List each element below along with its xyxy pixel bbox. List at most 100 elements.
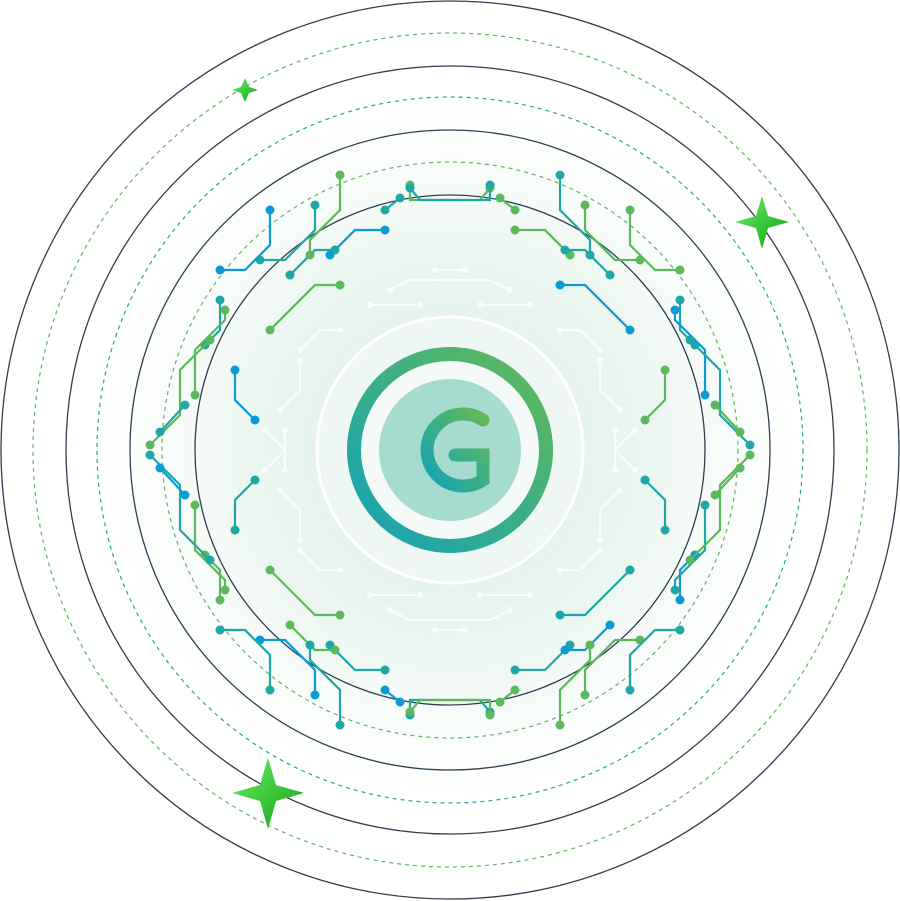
circuit-node	[180, 400, 190, 410]
circuit-node	[555, 720, 565, 730]
circuit-trace	[558, 175, 592, 255]
faint-trace	[279, 360, 301, 411]
faint-node	[277, 407, 283, 413]
faint-node	[597, 347, 603, 353]
circuit-trace	[560, 283, 631, 331]
circuit-traces	[145, 170, 755, 730]
coin-inner-disc	[379, 379, 521, 521]
circuit-node	[155, 463, 165, 473]
faint-node	[262, 467, 268, 473]
faint-node	[297, 347, 303, 353]
circuit-trace	[233, 370, 256, 421]
circuit-node	[510, 685, 520, 695]
circuit-trace	[220, 628, 272, 690]
circuit-trace	[673, 505, 707, 590]
circuit-trace	[269, 569, 340, 617]
faint-node	[282, 427, 288, 433]
circuit-node	[330, 245, 340, 255]
circuit-trace	[560, 569, 631, 617]
circuit-node	[380, 665, 390, 675]
circuit-trace	[193, 505, 227, 590]
circuit-node	[700, 500, 710, 510]
circuit-trace	[289, 248, 335, 276]
sparkle-star-icon	[232, 78, 258, 102]
faint-trace	[389, 279, 511, 291]
circuit-node	[190, 390, 200, 400]
circuit-node	[560, 245, 570, 255]
circuit-node	[330, 645, 340, 655]
circuit-node	[485, 710, 495, 720]
circuit-node	[625, 205, 635, 215]
sparkle-star-icon	[232, 758, 304, 829]
circuit-node	[710, 400, 720, 410]
coin	[315, 315, 585, 585]
faint-node	[262, 427, 268, 433]
faint-inner-traces	[262, 267, 638, 633]
circuit-trace	[159, 467, 186, 496]
faint-trace	[299, 549, 340, 571]
circuit-node	[310, 690, 320, 700]
circuit-node	[220, 585, 230, 595]
circuit-node	[250, 475, 260, 485]
circuit-node	[745, 440, 755, 450]
circuit-trace	[159, 404, 186, 433]
faint-trace	[264, 429, 286, 470]
faint-node	[527, 302, 533, 308]
circuit-node	[405, 707, 415, 717]
circuit-trace	[149, 339, 211, 446]
faint-node	[612, 467, 618, 473]
faint-node	[612, 427, 618, 433]
sparkle-stars	[232, 78, 789, 829]
circuit-node	[265, 565, 275, 575]
circuit-trace	[714, 404, 741, 433]
circuit-trace	[515, 644, 571, 672]
circuit-node	[215, 265, 225, 275]
circuit-node	[335, 170, 345, 180]
circuit-trace	[329, 644, 385, 672]
faint-node	[597, 357, 603, 363]
circuit-node	[605, 270, 615, 280]
circuit-trace	[689, 454, 751, 561]
circuit-trace	[628, 628, 680, 690]
faint-trace	[560, 549, 601, 571]
circuit-node	[735, 427, 745, 437]
circuit-node	[640, 415, 650, 425]
faint-node	[387, 607, 393, 613]
circuit-node	[495, 193, 505, 203]
faint-trace	[599, 489, 621, 540]
circuit-trace	[673, 310, 707, 395]
circuit-trace	[409, 185, 492, 202]
faint-trace	[299, 329, 340, 351]
circuit-node	[555, 610, 565, 620]
circuit-node	[405, 183, 415, 193]
circuit-node	[640, 475, 650, 485]
faint-node	[557, 327, 563, 333]
faint-trace	[599, 360, 621, 411]
circuit-node	[250, 415, 260, 425]
circuit-trace	[329, 228, 385, 256]
faint-node	[462, 627, 468, 633]
circuit-node	[305, 640, 315, 650]
faint-node	[597, 537, 603, 543]
faint-node	[432, 267, 438, 273]
circuit-node	[670, 305, 680, 315]
faint-node	[337, 327, 343, 333]
circuit-trace	[583, 638, 640, 695]
circuit-trace	[515, 228, 571, 256]
faint-trace	[389, 609, 511, 621]
faint-node	[432, 627, 438, 633]
faint-trace	[560, 329, 601, 351]
circuit-node	[205, 555, 215, 565]
circuit-node	[585, 640, 595, 650]
circuit-node	[710, 490, 720, 500]
circuit-node	[580, 200, 590, 210]
circuit-node	[625, 325, 635, 335]
faint-node	[367, 302, 373, 308]
circuit-node	[190, 500, 200, 510]
circuit-node	[215, 595, 225, 605]
circuit-node	[485, 180, 495, 190]
faint-node	[477, 302, 483, 308]
circuit-node	[675, 295, 685, 305]
circuit-node	[585, 250, 595, 260]
